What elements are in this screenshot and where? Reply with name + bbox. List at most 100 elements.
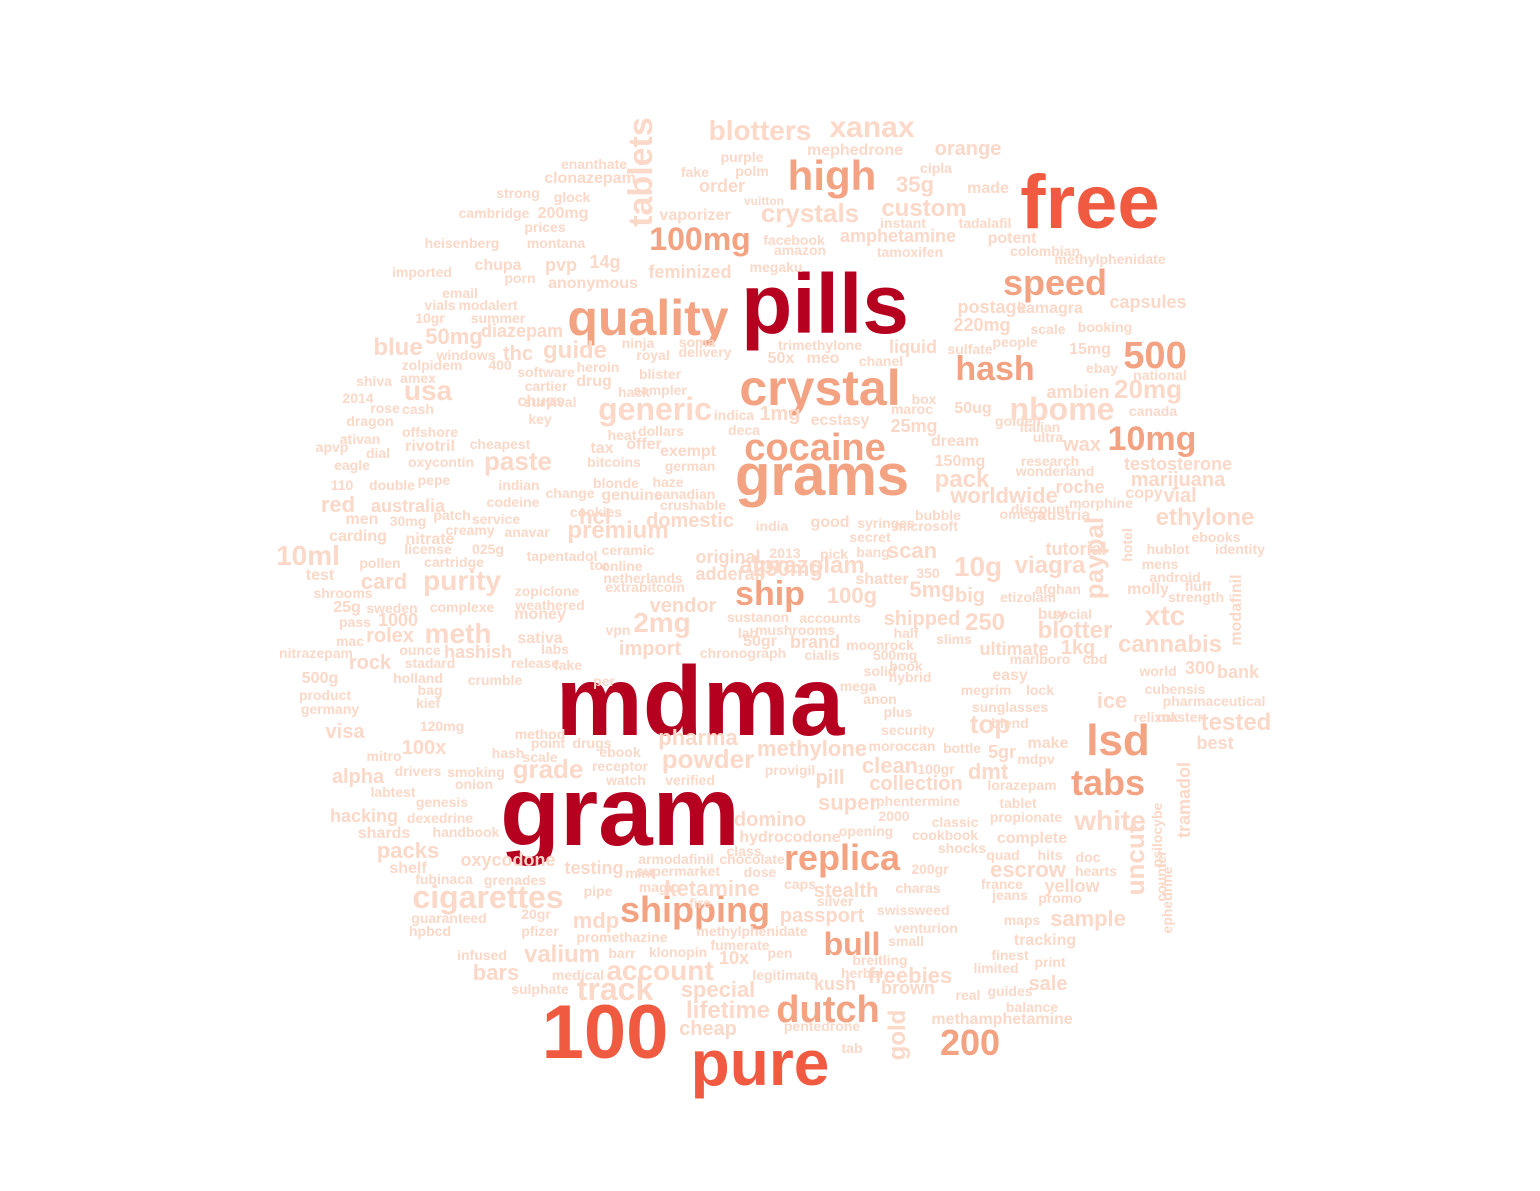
cloud-word-buy: buy	[1038, 606, 1067, 623]
cloud-word-hack: hack	[618, 384, 650, 400]
cloud-word-secret: secret	[849, 529, 891, 545]
cloud-word-product: product	[299, 687, 351, 703]
cloud-word-service: service	[472, 511, 520, 527]
cloud-word-easy: easy	[992, 667, 1028, 684]
cloud-word-25mg: 25mg	[890, 416, 937, 436]
cloud-word-marijuana: marijuana	[1131, 469, 1226, 491]
cloud-word-feminized: feminized	[648, 262, 731, 282]
cloud-word-afghan: afghan	[1035, 581, 1081, 597]
cloud-word-genesis: genesis	[416, 794, 468, 810]
cloud-word-double: double	[369, 477, 415, 493]
cloud-word-carding: carding	[329, 528, 387, 545]
cloud-word-pen: pen	[768, 945, 793, 961]
cloud-word-pepe: pepe	[418, 472, 451, 488]
cloud-word-quad: quad	[986, 847, 1019, 863]
cloud-word-brown: brown	[881, 978, 935, 998]
cloud-word-brand: brand	[790, 632, 840, 652]
cloud-word-deca: deca	[728, 422, 760, 438]
cloud-word-crystals: crystals	[761, 198, 859, 228]
cloud-word-strength: strength	[1168, 589, 1224, 605]
cloud-word-350: 350	[916, 565, 940, 581]
cloud-word-maroc: maroc	[891, 401, 933, 417]
cloud-word-original: original	[695, 547, 760, 567]
cloud-word-facebook: facebook	[763, 232, 825, 248]
cloud-word-paste: paste	[484, 446, 552, 476]
cloud-word-ceramic: ceramic	[602, 542, 655, 558]
cloud-word-cookbook: cookbook	[912, 827, 978, 843]
cloud-word-crystal: crystal	[739, 360, 900, 416]
cloud-word-scan: scan	[887, 538, 937, 563]
cloud-word-100mg: 100mg	[649, 221, 750, 257]
cloud-word-freebies: freebies	[868, 963, 952, 988]
cloud-word-swiss: swiss	[877, 902, 915, 918]
cloud-word-german: german	[665, 458, 716, 474]
cloud-word-oxycontin: oxycontin	[408, 454, 474, 470]
cloud-word-tax: tax	[590, 440, 613, 457]
cloud-word-nitrate: nitrate	[406, 531, 455, 548]
cloud-word-bag: bag	[418, 682, 443, 698]
cloud-word-rivotril: rivotril	[405, 438, 455, 455]
cloud-word-fire: fire	[689, 895, 711, 911]
cloud-word-sulfate: sulfate	[947, 341, 992, 357]
cloud-word-200: 200	[940, 1022, 1000, 1063]
cloud-word-blotters: blotters	[709, 115, 812, 146]
cloud-word-australia: australia	[371, 496, 446, 516]
cloud-word-400: 400	[488, 357, 512, 373]
cloud-word-blotter: blotter	[1038, 617, 1113, 644]
cloud-word-clean: clean	[862, 753, 918, 778]
cloud-word-gold: gold	[884, 1010, 911, 1061]
cloud-word-mitro: mitro	[367, 748, 402, 764]
cloud-word-dream: dream	[931, 433, 979, 450]
cloud-word-cash: cash	[402, 401, 434, 417]
cloud-word-license: license	[404, 541, 452, 557]
cloud-word-tramadol: tramadol	[1174, 762, 1194, 838]
cloud-word-moonrock: moonrock	[846, 637, 914, 653]
cloud-word-500: 500	[1123, 335, 1186, 377]
cloud-word-sunglasses: sunglasses	[972, 699, 1048, 715]
cloud-word-guide: guide	[543, 337, 607, 364]
cloud-word-wonderland: wonderland	[1015, 463, 1095, 479]
cloud-word-hublot: hublot	[1147, 541, 1190, 557]
cloud-word-methylone: methylone	[757, 736, 867, 761]
cloud-word-key: key	[528, 411, 552, 427]
cloud-word-android: android	[1149, 569, 1200, 585]
cloud-word-test: test	[306, 567, 335, 584]
cloud-word-chupa: chupa	[474, 257, 521, 274]
cloud-word-social: social	[1052, 606, 1092, 622]
cloud-word-pills: pills	[741, 257, 909, 351]
cloud-word-dutch: dutch	[776, 989, 879, 1031]
cloud-word-rose: rose	[370, 400, 400, 416]
cloud-word-100: 100	[542, 990, 669, 1075]
cloud-word-generic: generic	[598, 391, 712, 427]
cloud-word-windows: windows	[435, 347, 495, 363]
cloud-word-grenades: grenades	[484, 872, 546, 888]
cloud-word-valium: valium	[524, 941, 600, 968]
cloud-word-jeans: jeans	[991, 887, 1028, 903]
cloud-word-sale: sale	[1029, 973, 1068, 995]
cloud-word-100g: 100g	[827, 583, 877, 608]
cloud-word-hcl: hcl	[579, 504, 611, 529]
cloud-word-lorazepam: lorazepam	[987, 777, 1056, 793]
cloud-word-world: world	[1138, 663, 1176, 679]
cloud-word-10gr: 10gr	[415, 310, 445, 326]
cloud-word-tadalafil: tadalafil	[959, 215, 1012, 231]
cloud-word-barr: barr	[608, 945, 636, 961]
cloud-word-10mg: 10mg	[1108, 420, 1197, 458]
cloud-word-caps: caps	[784, 876, 816, 892]
cloud-word-cartier: cartier	[525, 378, 568, 394]
cloud-word-marlboro: marlboro	[1010, 651, 1071, 667]
cloud-word-offer: offer	[626, 436, 662, 453]
cloud-word-pill: pill	[816, 767, 845, 789]
cloud-word-small: small	[888, 933, 924, 949]
cloud-word-vpn: vpn	[606, 622, 631, 638]
cloud-word-magic: magic	[639, 879, 680, 895]
cloud-word-cheap: cheap	[679, 1018, 737, 1040]
cloud-word-fluff: fluff	[1185, 578, 1212, 594]
cloud-word-venturion: venturion	[894, 920, 958, 936]
cloud-word-red: red	[321, 492, 355, 517]
cloud-word-complete: complete	[997, 830, 1067, 847]
cloud-word-bull: bull	[824, 926, 881, 962]
cloud-word-tabs: tabs	[1071, 762, 1145, 803]
cloud-word-vuitton: vuitton	[744, 194, 784, 208]
cloud-word-survival: survival	[524, 394, 577, 410]
